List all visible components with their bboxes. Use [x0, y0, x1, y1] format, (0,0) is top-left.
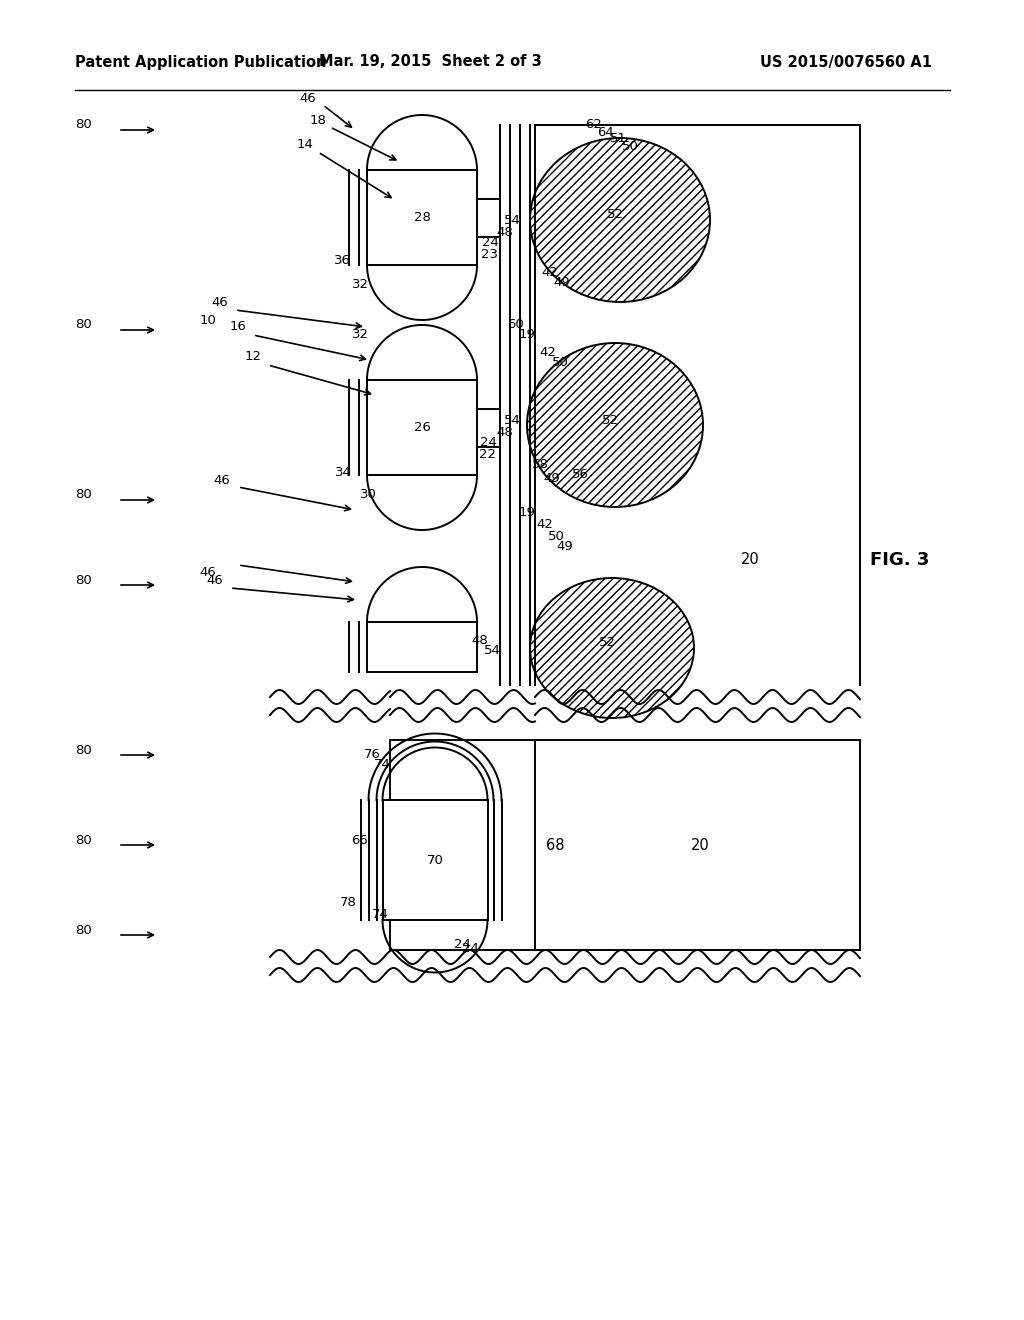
- Text: 80: 80: [75, 573, 92, 586]
- Text: 74: 74: [372, 908, 388, 921]
- Text: 42: 42: [540, 346, 556, 359]
- Text: 30: 30: [359, 488, 377, 502]
- Text: 49: 49: [544, 471, 560, 484]
- Text: 50: 50: [552, 355, 568, 368]
- Text: 80: 80: [75, 119, 92, 132]
- Ellipse shape: [530, 578, 694, 718]
- Text: 48: 48: [472, 634, 488, 647]
- Text: 48: 48: [497, 226, 513, 239]
- Text: 78: 78: [340, 895, 356, 908]
- Bar: [367, 380, 477, 475]
- Text: 46: 46: [200, 565, 216, 578]
- Text: US 2015/0076560 A1: US 2015/0076560 A1: [760, 54, 932, 70]
- Text: 50: 50: [622, 140, 638, 153]
- Text: 28: 28: [414, 211, 430, 224]
- Text: Mar. 19, 2015  Sheet 2 of 3: Mar. 19, 2015 Sheet 2 of 3: [318, 54, 542, 70]
- Text: 34: 34: [335, 466, 352, 479]
- Text: 14: 14: [297, 139, 313, 152]
- Text: 66: 66: [351, 833, 369, 846]
- Text: 80: 80: [75, 924, 92, 936]
- Text: 36: 36: [334, 253, 351, 267]
- Ellipse shape: [527, 343, 703, 507]
- Text: 60: 60: [507, 318, 523, 331]
- Text: 24: 24: [479, 436, 497, 449]
- Text: Patent Application Publication: Patent Application Publication: [75, 54, 327, 70]
- Text: 32: 32: [351, 329, 369, 342]
- Text: 46: 46: [214, 474, 230, 487]
- Text: 80: 80: [75, 743, 92, 756]
- Text: 76: 76: [364, 748, 381, 762]
- Text: 16: 16: [229, 321, 247, 334]
- Bar: [383, 800, 487, 920]
- Text: 22: 22: [479, 447, 497, 461]
- Bar: [367, 622, 477, 672]
- Text: 42: 42: [537, 519, 553, 532]
- Text: 12: 12: [245, 351, 261, 363]
- Text: 19: 19: [518, 506, 536, 519]
- Text: 54: 54: [504, 413, 520, 426]
- Text: 42: 42: [542, 265, 558, 279]
- Bar: [367, 170, 477, 265]
- Text: 52: 52: [601, 413, 618, 426]
- Text: 48: 48: [497, 425, 513, 438]
- Text: 32: 32: [351, 279, 369, 292]
- Text: 18: 18: [309, 114, 327, 127]
- Text: 52: 52: [606, 209, 624, 222]
- Text: 68: 68: [546, 837, 564, 853]
- Text: FIG. 3: FIG. 3: [870, 550, 930, 569]
- Text: 46: 46: [300, 91, 316, 104]
- Text: 50: 50: [548, 529, 564, 543]
- Text: 54: 54: [483, 644, 501, 657]
- Text: 49: 49: [557, 540, 573, 553]
- Text: 51: 51: [609, 132, 627, 145]
- Text: 23: 23: [481, 248, 499, 261]
- Text: 24: 24: [481, 235, 499, 248]
- Text: 74: 74: [374, 759, 390, 771]
- Text: 24: 24: [462, 941, 478, 954]
- Text: 56: 56: [571, 469, 589, 482]
- Text: 80: 80: [75, 318, 92, 331]
- Text: 80: 80: [75, 488, 92, 502]
- Text: 19: 19: [518, 329, 536, 342]
- Text: 46: 46: [212, 297, 228, 309]
- Text: 46: 46: [207, 573, 223, 586]
- Text: 20: 20: [690, 837, 710, 853]
- Text: 54: 54: [504, 214, 520, 227]
- Text: 70: 70: [427, 854, 443, 866]
- Text: 52: 52: [598, 636, 615, 649]
- Text: 80: 80: [75, 833, 92, 846]
- Text: 58: 58: [531, 458, 549, 471]
- Text: 49: 49: [554, 276, 570, 289]
- Text: 10: 10: [200, 314, 216, 326]
- Text: 20: 20: [740, 553, 760, 568]
- Text: 64: 64: [598, 125, 614, 139]
- Ellipse shape: [530, 139, 710, 302]
- Text: 62: 62: [586, 119, 602, 132]
- Text: 26: 26: [414, 421, 430, 434]
- Text: 24: 24: [454, 939, 470, 952]
